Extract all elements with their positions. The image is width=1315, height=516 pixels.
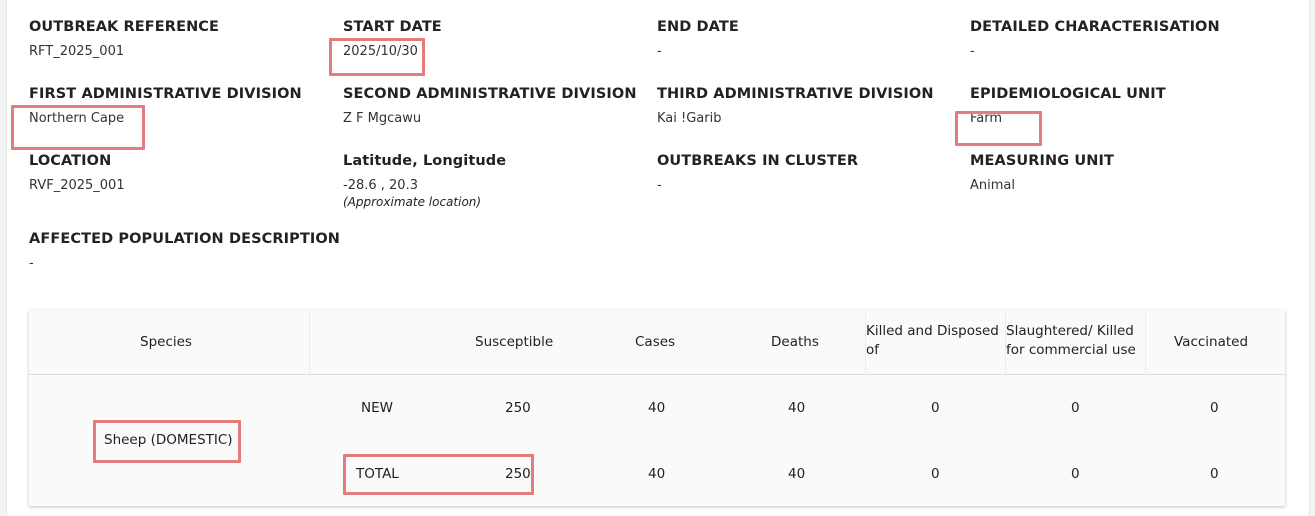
header-slaughtered-line1: Slaughtered/ Killed [1006, 323, 1134, 339]
approximate-location-note: (Approximate location) [343, 195, 482, 209]
total-deaths: 40 [788, 466, 806, 482]
table-header: Species Susceptible Cases Deaths Killed … [29, 310, 1285, 375]
measuring-unit-label: MEASURING UNIT [970, 153, 1115, 169]
header-killed-line1: Killed and Disposed [866, 323, 999, 339]
header-slaughtered: Slaughtered/ Killed for commercial use [1006, 323, 1136, 358]
row-type-total: TOTAL [356, 466, 399, 482]
third-admin-division-label: THIRD ADMINISTRATIVE DIVISION [657, 86, 934, 102]
header-killed-disposed: Killed and Disposed of [866, 323, 999, 358]
header-slaughtered-line2: for commercial use [1006, 342, 1136, 358]
measuring-unit-field: MEASURING UNIT Animal [970, 153, 1114, 193]
header-cases: Cases [635, 334, 676, 350]
header-deaths: Deaths [771, 334, 819, 350]
location-field: LOCATION RVF_2025_001 [29, 153, 125, 193]
start-date-field: START DATE 2025/10/30 [343, 19, 442, 59]
header-divider [1005, 310, 1006, 375]
header-divider [865, 310, 866, 375]
start-date-value: 2025/10/30 [343, 44, 418, 59]
lat-long-value: -28.6 , 20.3 [343, 178, 418, 193]
lat-long-label: Latitude, Longitude [343, 153, 507, 169]
affected-population-field: AFFECTED POPULATION DESCRIPTION - [29, 231, 340, 271]
third-admin-division-value: Kai !Garib [657, 111, 722, 126]
outbreaks-in-cluster-label: OUTBREAKS IN CLUSTER [657, 153, 859, 169]
total-killed: 0 [931, 466, 940, 482]
affected-population-label: AFFECTED POPULATION DESCRIPTION [29, 231, 341, 247]
highlight-total-susceptible [343, 454, 534, 495]
highlight-start-date [329, 38, 425, 76]
highlight-first-admin-division [11, 105, 145, 150]
first-admin-division-field: FIRST ADMINISTRATIVE DIVISION Northern C… [29, 86, 302, 126]
start-date-label: START DATE [343, 19, 442, 35]
second-admin-division-field: SECOND ADMINISTRATIVE DIVISION Z F Mgcaw… [343, 86, 637, 126]
end-date-label: END DATE [657, 19, 739, 35]
outbreak-reference-field: OUTBREAK REFERENCE RFT_2025_001 [29, 19, 219, 59]
measuring-unit-value: Animal [970, 178, 1015, 193]
total-slaughtered: 0 [1071, 466, 1080, 482]
header-divider [309, 310, 310, 375]
new-killed: 0 [931, 400, 940, 416]
outbreaks-in-cluster-field: OUTBREAKS IN CLUSTER - [657, 153, 858, 193]
header-killed-line2: of [866, 342, 880, 358]
species-table: Species Susceptible Cases Deaths Killed … [29, 310, 1285, 506]
outbreaks-in-cluster-value: - [657, 178, 662, 193]
second-admin-division-value: Z F Mgcawu [343, 111, 422, 126]
header-divider [1145, 310, 1146, 375]
affected-population-value: - [29, 256, 34, 271]
total-susceptible: 250 [505, 466, 531, 482]
row-type-new: NEW [361, 400, 393, 416]
new-slaughtered: 0 [1071, 400, 1080, 416]
first-admin-division-label: FIRST ADMINISTRATIVE DIVISION [29, 86, 302, 102]
detailed-characterisation-field: DETAILED CHARACTERISATION - [970, 19, 1220, 59]
highlight-epidemiological-unit [955, 111, 1042, 146]
first-admin-division-value: Northern Cape [29, 111, 125, 126]
new-susceptible: 250 [505, 400, 531, 416]
new-deaths: 40 [788, 400, 806, 416]
header-species: Species [140, 334, 192, 350]
new-cases: 40 [648, 400, 666, 416]
header-vaccinated: Vaccinated [1174, 334, 1249, 350]
outbreak-reference-label: OUTBREAK REFERENCE [29, 19, 220, 35]
location-label: LOCATION [29, 153, 112, 169]
second-admin-division-label: SECOND ADMINISTRATIVE DIVISION [343, 86, 637, 102]
highlight-species [93, 420, 241, 463]
total-cases: 40 [648, 466, 666, 482]
epidemiological-unit-field: EPIDEMIOLOGICAL UNIT Farm [970, 86, 1166, 126]
species-cell: Sheep (DOMESTIC) [104, 432, 233, 448]
detailed-characterisation-value: - [970, 44, 975, 59]
end-date-value: - [657, 44, 662, 59]
end-date-field: END DATE - [657, 19, 739, 59]
header-susceptible: Susceptible [475, 334, 554, 350]
total-vaccinated: 0 [1210, 466, 1219, 482]
outbreak-reference-value: RFT_2025_001 [29, 44, 125, 59]
epidemiological-unit-value: Farm [970, 111, 1003, 126]
epidemiological-unit-label: EPIDEMIOLOGICAL UNIT [970, 86, 1166, 102]
location-value: RVF_2025_001 [29, 178, 125, 193]
lat-long-field: Latitude, Longitude -28.6 , 20.3 (Approx… [343, 153, 506, 209]
third-admin-division-field: THIRD ADMINISTRATIVE DIVISION Kai !Garib [657, 86, 934, 126]
new-vaccinated: 0 [1210, 400, 1219, 416]
detailed-characterisation-label: DETAILED CHARACTERISATION [970, 19, 1220, 35]
